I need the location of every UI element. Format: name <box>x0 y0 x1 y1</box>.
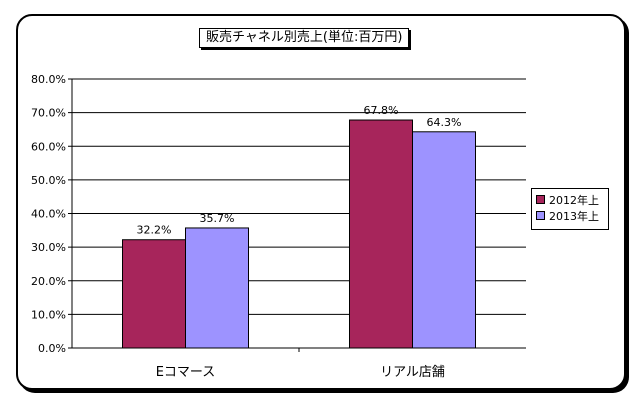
y-tick-label: 40.0% <box>31 208 66 221</box>
y-tick-label: 10.0% <box>31 308 66 321</box>
bar <box>349 119 413 349</box>
data-label: 32.2% <box>137 224 172 237</box>
legend-swatch-2013 <box>536 211 545 220</box>
y-tick-label: 80.0% <box>31 73 66 86</box>
x-tick-label: リアル店舗 <box>380 365 445 380</box>
legend-item-2013: 2013年上 <box>536 210 599 224</box>
bar <box>185 227 249 349</box>
chart-title: 販売チャネル別売上(単位:百万円) <box>199 28 410 48</box>
y-tick-label: 0.0% <box>38 342 66 355</box>
y-tick-label: 30.0% <box>31 241 66 254</box>
data-label: 64.3% <box>427 116 462 129</box>
legend-item-2012: 2012年上 <box>536 194 599 208</box>
data-label: 67.8% <box>364 104 399 117</box>
bar <box>122 239 186 349</box>
data-label: 35.7% <box>200 212 235 225</box>
bar <box>412 131 476 349</box>
legend-label-2012: 2012年上 <box>549 194 599 207</box>
x-tick-label: Eコマース <box>156 365 216 380</box>
y-tick-label: 70.0% <box>31 107 66 120</box>
y-tick-label: 50.0% <box>31 174 66 187</box>
y-tick-label: 20.0% <box>31 275 66 288</box>
y-tick-label: 60.0% <box>31 140 66 153</box>
legend-label-2013: 2013年上 <box>549 210 599 223</box>
legend-swatch-2012 <box>536 195 545 204</box>
legend: 2012年上 2013年上 <box>531 188 609 230</box>
chart-frame <box>16 14 626 390</box>
